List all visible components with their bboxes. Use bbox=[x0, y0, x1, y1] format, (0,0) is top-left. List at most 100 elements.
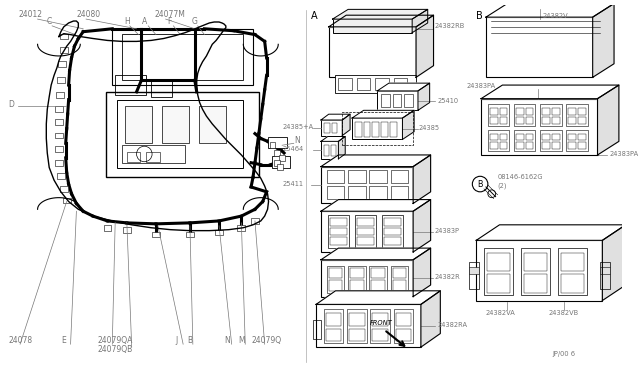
Text: 24383P: 24383P bbox=[435, 228, 460, 234]
Text: A: A bbox=[142, 17, 148, 26]
Bar bbox=[152, 232, 160, 237]
Bar bbox=[251, 218, 259, 224]
Polygon shape bbox=[413, 155, 431, 203]
Text: H: H bbox=[124, 17, 130, 26]
Text: B: B bbox=[187, 336, 192, 345]
Bar bbox=[348, 186, 365, 199]
Bar bbox=[106, 92, 259, 177]
Text: 24382R: 24382R bbox=[435, 274, 460, 280]
Polygon shape bbox=[486, 4, 614, 17]
Bar bbox=[542, 117, 550, 124]
Bar bbox=[316, 304, 421, 347]
Polygon shape bbox=[481, 85, 619, 99]
Bar bbox=[578, 108, 586, 115]
Polygon shape bbox=[598, 85, 619, 155]
Bar bbox=[578, 134, 586, 140]
Text: B: B bbox=[476, 11, 483, 21]
Polygon shape bbox=[476, 225, 626, 240]
Bar bbox=[326, 313, 341, 326]
Bar bbox=[393, 267, 406, 278]
Bar bbox=[122, 33, 243, 80]
Text: D: D bbox=[8, 100, 14, 109]
Bar bbox=[391, 186, 408, 199]
Polygon shape bbox=[403, 110, 414, 140]
Polygon shape bbox=[316, 291, 440, 304]
Bar bbox=[382, 215, 403, 248]
Text: 24079QB: 24079QB bbox=[98, 345, 133, 354]
Polygon shape bbox=[602, 225, 626, 301]
Text: 24383PA: 24383PA bbox=[467, 83, 495, 89]
Text: (2): (2) bbox=[497, 182, 507, 189]
Polygon shape bbox=[321, 200, 431, 211]
Bar bbox=[476, 240, 602, 301]
Bar bbox=[394, 78, 407, 90]
Bar bbox=[600, 262, 610, 289]
Bar bbox=[469, 267, 479, 274]
Bar bbox=[394, 309, 413, 343]
Bar bbox=[396, 328, 412, 341]
Bar bbox=[384, 237, 401, 245]
Bar bbox=[375, 78, 389, 90]
Bar bbox=[63, 198, 70, 203]
Bar bbox=[371, 309, 390, 343]
Text: 24012: 24012 bbox=[18, 10, 42, 19]
Bar bbox=[60, 186, 68, 192]
Text: 24382RB: 24382RB bbox=[435, 23, 465, 29]
Bar bbox=[330, 237, 347, 245]
Text: M: M bbox=[239, 336, 245, 345]
Bar bbox=[329, 27, 416, 77]
Bar bbox=[578, 117, 586, 124]
Bar bbox=[348, 266, 365, 293]
Bar bbox=[516, 134, 524, 140]
Polygon shape bbox=[321, 248, 431, 260]
Text: 24078: 24078 bbox=[8, 336, 33, 345]
Bar bbox=[384, 228, 401, 235]
Text: 24382V: 24382V bbox=[542, 13, 568, 19]
Polygon shape bbox=[418, 83, 429, 110]
Bar bbox=[568, 117, 576, 124]
Bar bbox=[393, 94, 401, 108]
Bar bbox=[122, 145, 185, 163]
Polygon shape bbox=[352, 110, 414, 118]
Text: N: N bbox=[224, 336, 230, 345]
Bar bbox=[542, 134, 550, 140]
Bar bbox=[516, 108, 524, 115]
Circle shape bbox=[488, 190, 495, 198]
Polygon shape bbox=[416, 15, 433, 77]
Bar bbox=[481, 99, 598, 155]
Text: 24080: 24080 bbox=[76, 10, 100, 19]
Text: FRONT: FRONT bbox=[369, 320, 392, 326]
Text: 25410: 25410 bbox=[437, 97, 458, 103]
Bar bbox=[357, 228, 374, 235]
Bar bbox=[339, 78, 352, 90]
Bar bbox=[273, 156, 290, 167]
Bar bbox=[486, 17, 593, 77]
Bar bbox=[371, 267, 385, 278]
Polygon shape bbox=[412, 9, 428, 33]
Bar bbox=[371, 280, 385, 291]
Text: 24382VB: 24382VB bbox=[549, 310, 579, 316]
Bar bbox=[350, 267, 364, 278]
Bar bbox=[484, 248, 513, 295]
Bar bbox=[324, 145, 329, 156]
Bar bbox=[524, 274, 547, 293]
Bar bbox=[112, 29, 253, 85]
Bar bbox=[525, 142, 534, 149]
Bar bbox=[115, 76, 147, 95]
Bar bbox=[147, 152, 160, 162]
Bar bbox=[279, 155, 285, 161]
Text: 24079Q: 24079Q bbox=[251, 336, 281, 345]
Bar bbox=[55, 146, 63, 152]
Bar bbox=[335, 76, 416, 93]
Text: 25411: 25411 bbox=[282, 181, 303, 187]
Polygon shape bbox=[321, 155, 431, 167]
Bar bbox=[568, 108, 576, 115]
Bar bbox=[275, 160, 280, 166]
Bar bbox=[568, 142, 576, 149]
Bar bbox=[313, 320, 321, 339]
Bar bbox=[349, 328, 365, 341]
Bar bbox=[364, 122, 371, 137]
Text: 24385+A: 24385+A bbox=[282, 124, 313, 130]
Bar bbox=[525, 134, 534, 140]
Bar bbox=[321, 120, 342, 135]
